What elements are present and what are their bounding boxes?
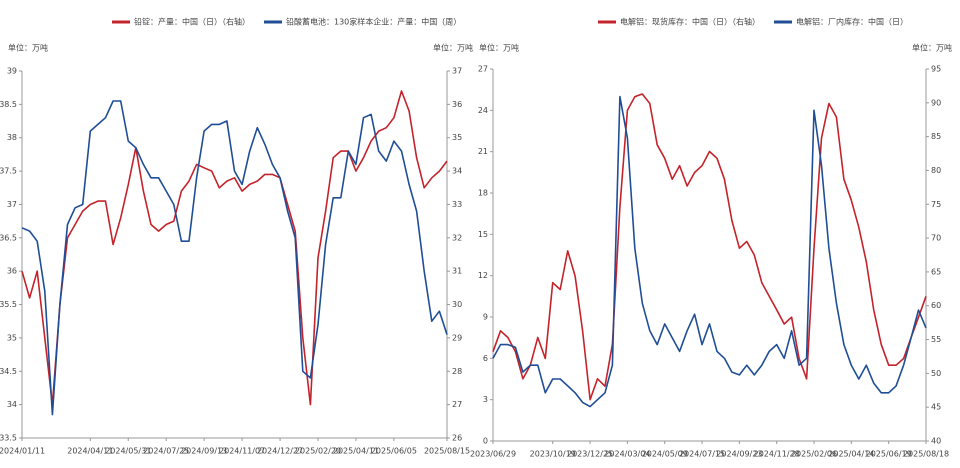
series-line <box>21 90 448 406</box>
x-tick-label: 2025/04/11 <box>333 447 379 456</box>
y-tick-label: 33.5 <box>0 434 17 443</box>
x-tick-label: 2024/01/11 <box>0 447 45 456</box>
y2-tick-label: 29 <box>452 333 462 342</box>
x-tick-label: 2025/02/06 <box>791 450 837 459</box>
y-tick-label: 9 <box>483 313 488 322</box>
y-tick-label: 6 <box>483 354 488 363</box>
y2-tick-label: 65 <box>931 267 941 276</box>
x-tick-label: 2025/06/19 <box>866 450 912 459</box>
y-tick-label: 0 <box>483 437 488 446</box>
y-axis-unit: 单位：万吨 <box>479 43 519 53</box>
y2-tick-label: 95 <box>931 65 941 74</box>
y2-tick-label: 80 <box>931 166 941 175</box>
y2-tick-label: 31 <box>452 267 462 276</box>
y2-tick-label: 28 <box>452 367 462 376</box>
y2-tick-label: 32 <box>452 233 462 242</box>
y2-tick-label: 40 <box>931 437 941 446</box>
y-tick-label: 35 <box>7 333 17 342</box>
x-tick-label: 2024/07/15 <box>679 450 725 459</box>
y2-tick-label: 90 <box>931 98 941 107</box>
y-tick-label: 39 <box>7 67 17 76</box>
x-tick-label: 2025/04/14 <box>828 450 874 459</box>
legend-label: 铅锭：产量：中国（日）（右轴） <box>134 17 250 27</box>
y-tick-label: 18 <box>478 189 488 198</box>
y-tick-label: 24 <box>478 106 488 115</box>
x-tick-label: 2023/10/19 <box>530 450 576 459</box>
y-tick-label: 15 <box>478 230 488 239</box>
y2-tick-label: 75 <box>931 200 941 209</box>
y-tick-label: 37.5 <box>0 167 17 176</box>
y2-tick-label: 35 <box>452 133 462 142</box>
x-tick-label: 2025/08/15 <box>424 447 470 456</box>
y-tick-label: 36 <box>7 267 17 276</box>
series-line <box>21 100 448 416</box>
y-tick-label: 34.5 <box>0 367 17 376</box>
legend-label: 电解铝：厂内库存：中国（日） <box>796 17 908 27</box>
series-line <box>492 93 927 401</box>
x-tick-label: 2024/03/04 <box>604 450 650 459</box>
x-tick-label: 2025/06/05 <box>371 447 417 456</box>
series-line <box>492 95 927 408</box>
y-tick-label: 3 <box>483 395 488 404</box>
y-tick-label: 34 <box>7 400 17 409</box>
y2-tick-label: 85 <box>931 132 941 141</box>
y2-tick-label: 30 <box>452 300 462 309</box>
y2-tick-label: 55 <box>931 335 941 344</box>
x-tick-label: 2024/04/11 <box>67 447 113 456</box>
y2-tick-label: 45 <box>931 403 941 412</box>
y2-tick-label: 37 <box>452 67 462 76</box>
y2-axis-unit: 单位：万吨 <box>433 43 473 53</box>
x-tick-label: 2023/12/25 <box>567 450 613 459</box>
y-tick-label: 27 <box>478 65 488 74</box>
x-tick-label: 2024/11/07 <box>219 447 265 456</box>
x-tick-label: 2024/09/13 <box>181 447 227 456</box>
y2-tick-label: 33 <box>452 200 462 209</box>
y-tick-label: 37 <box>7 200 17 209</box>
y2-tick-label: 50 <box>931 369 941 378</box>
y2-tick-label: 36 <box>452 100 462 109</box>
x-tick-label: 2024/05/09 <box>642 450 688 459</box>
y-tick-label: 35.5 <box>0 300 17 309</box>
y2-tick-label: 27 <box>452 400 462 409</box>
legend-label: 电解铝：现货库存：中国（日）（右轴） <box>620 17 760 27</box>
legend-label: 铅酸蓄电池：130家样本企业：产量：中国（周） <box>286 17 461 27</box>
x-tick-label: 2025/08/18 <box>903 450 949 459</box>
y-tick-label: 36.5 <box>0 233 17 242</box>
x-tick-label: 2024/05/31 <box>105 447 151 456</box>
y2-tick-label: 34 <box>452 167 462 176</box>
x-tick-label: 2024/07/25 <box>143 447 189 456</box>
y2-tick-label: 26 <box>452 434 462 443</box>
y-tick-label: 38 <box>7 133 17 142</box>
x-tick-label: 2024/09/23 <box>716 450 762 459</box>
x-tick-label: 2024/11/28 <box>754 450 800 459</box>
y2-tick-label: 60 <box>931 301 941 310</box>
y2-tick-label: 70 <box>931 234 941 243</box>
y-tick-label: 38.5 <box>0 100 17 109</box>
x-tick-label: 2023/06/29 <box>470 450 516 459</box>
y2-axis-unit: 单位：万吨 <box>912 43 952 53</box>
y-tick-label: 21 <box>478 147 488 156</box>
x-tick-label: 2024/12/27 <box>257 447 303 456</box>
y-axis-unit: 单位：万吨 <box>8 43 48 53</box>
x-tick-label: 2025/02/20 <box>295 447 341 456</box>
y-tick-label: 12 <box>478 271 488 280</box>
